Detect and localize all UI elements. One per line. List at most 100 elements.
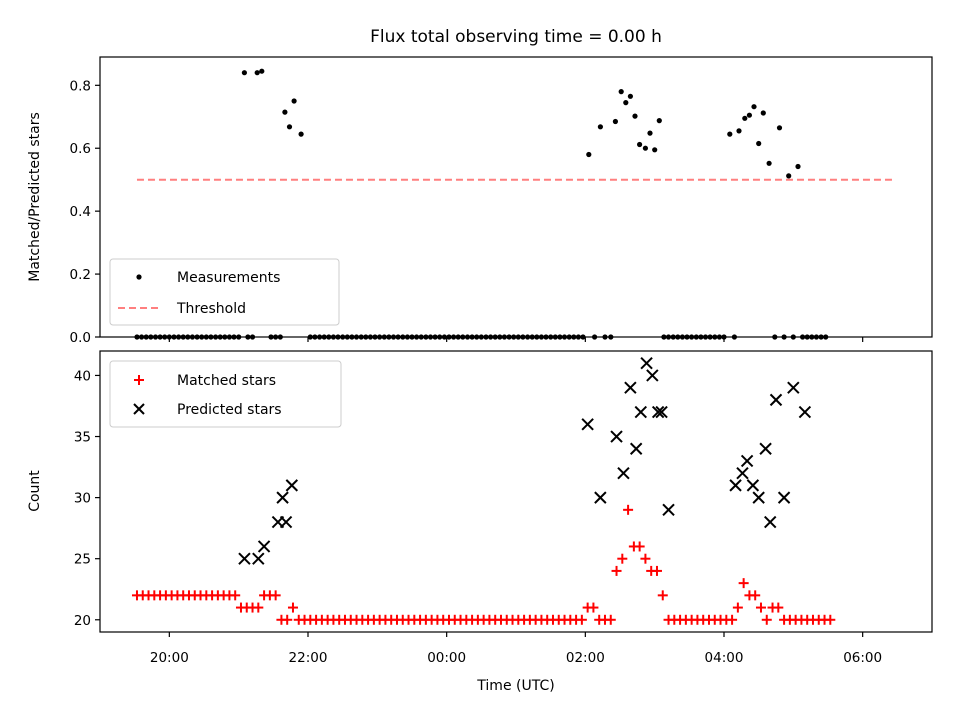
measurement-point: [736, 128, 742, 134]
predicted-star-point: [252, 552, 265, 565]
measurement-point: [795, 163, 801, 170]
measurement-point: [632, 113, 638, 119]
measurement-point: [612, 118, 619, 125]
predicted-star-point: [594, 491, 607, 504]
matched-star-point: [640, 553, 651, 564]
top-y-tick-label: 0.6: [70, 141, 91, 157]
matched-star-point: [282, 614, 293, 625]
measurement-point: [746, 112, 753, 118]
predicted-star-point: [279, 515, 293, 529]
legend-predicted-stars: Predicted stars: [177, 402, 282, 418]
legend-measurement-marker: [136, 274, 142, 280]
top-y-tick-label: 0.8: [70, 78, 91, 94]
top-y-tick-label: 0.4: [70, 204, 91, 220]
top-panel: 0.0 0.2 0.4 0.6 0.8: [70, 56, 933, 346]
bottom-panel: 20 25 30 35 40 20:00 22:00 00:00 02:00 04:00 06:00: [74, 350, 933, 666]
predicted-star-point: [764, 515, 777, 529]
matched-star-point: [576, 614, 587, 625]
top-legend: Measurements Threshold: [109, 258, 340, 326]
matched-star-point: [270, 590, 281, 601]
measurement-point: [627, 93, 634, 99]
measurement-point: [642, 145, 649, 151]
predicted-star-point: [238, 552, 251, 565]
predicted-star-point: [624, 381, 637, 394]
matched-star-point: [287, 602, 298, 613]
predicted-star-point: [646, 369, 659, 382]
legend-measurements: Measurements: [177, 270, 280, 286]
matched-star-point: [732, 602, 743, 613]
x-tick-label: 06:00: [843, 650, 882, 666]
matched-star-point: [738, 578, 749, 589]
matched-star-point: [230, 590, 241, 601]
measurement-point: [291, 98, 297, 104]
predicted-star-point: [617, 466, 630, 480]
top-y-tick-label: 0.0: [70, 330, 91, 346]
matched-star-point: [617, 553, 628, 564]
matched-star-point: [727, 614, 738, 625]
measurement-point: [656, 118, 662, 124]
matched-star-point: [750, 590, 761, 601]
legend-matched-marker: [134, 375, 144, 385]
bottom-legend-box: [109, 360, 342, 428]
measurement-point: [776, 125, 783, 131]
predicted-star-point: [610, 430, 623, 443]
bottom-y-tick-label: 20: [74, 613, 91, 629]
predicted-star-point: [662, 503, 675, 517]
matched-star-point: [657, 590, 668, 601]
bottom-y-tick-label: 35: [74, 430, 91, 446]
x-tick-label: 20:00: [150, 650, 189, 666]
predicted-star-point: [746, 479, 760, 492]
measurement-point: [282, 109, 288, 115]
matched-star-point: [634, 541, 645, 552]
measurement-point: [786, 173, 792, 179]
measurement-point: [597, 124, 604, 130]
matched-star-point: [611, 565, 622, 576]
predicted-star-point: [655, 405, 668, 419]
predicted-star-point: [736, 466, 749, 480]
matched-star-point: [773, 602, 784, 613]
matched-star-point: [623, 504, 634, 515]
legend-threshold: Threshold: [176, 301, 246, 317]
bottom-y-axis-label: Count: [27, 470, 43, 512]
measurement-point: [751, 104, 757, 110]
measurement-point: [286, 124, 293, 130]
predicted-star-point: [787, 381, 800, 394]
bottom-y-tick-label: 25: [74, 552, 91, 568]
x-tick-label: 04:00: [705, 650, 744, 666]
measurement-point: [586, 151, 592, 158]
measurement-point: [298, 131, 304, 137]
x-axis-label: Time (UTC): [476, 678, 554, 694]
matched-star-point: [755, 602, 766, 613]
predicted-star-point: [740, 454, 754, 468]
predicted-star-point: [759, 442, 772, 455]
predicted-star-point: [769, 393, 783, 407]
measurement-point: [766, 160, 772, 166]
predicted-star-point: [752, 491, 765, 504]
bottom-y-tick-label: 30: [74, 491, 91, 507]
measurement-point: [637, 141, 643, 148]
measurement-point: [254, 70, 260, 76]
matched-star-point: [825, 614, 836, 625]
matched-star-point: [761, 614, 772, 625]
predicted-star-point: [285, 479, 299, 492]
bottom-y-tick-label: 40: [74, 368, 91, 384]
measurement-point: [259, 68, 265, 74]
predicted-star-point: [729, 479, 742, 492]
x-tick-label: 02:00: [566, 650, 605, 666]
measurement-point: [742, 115, 748, 121]
measurement-point: [623, 100, 629, 106]
measurement-point: [727, 131, 733, 137]
predicted-star-point: [581, 418, 594, 431]
matched-star-point: [253, 602, 264, 613]
top-legend-box: [109, 258, 340, 326]
matched-star-point: [588, 602, 599, 613]
predicted-star-point: [276, 491, 289, 504]
x-tick-label: 22:00: [289, 650, 328, 666]
predicted-star-point: [257, 540, 271, 553]
legend-matched-stars: Matched stars: [177, 373, 276, 389]
predicted-star-point: [640, 357, 653, 370]
predicted-star-point: [634, 405, 648, 419]
chart-title: Flux total observing time = 0.00 h: [370, 27, 662, 47]
